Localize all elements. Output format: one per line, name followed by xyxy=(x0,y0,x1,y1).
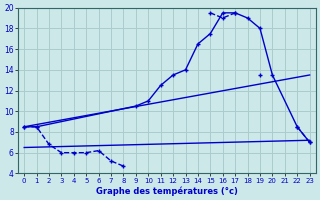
X-axis label: Graphe des températures (°c): Graphe des températures (°c) xyxy=(96,186,238,196)
